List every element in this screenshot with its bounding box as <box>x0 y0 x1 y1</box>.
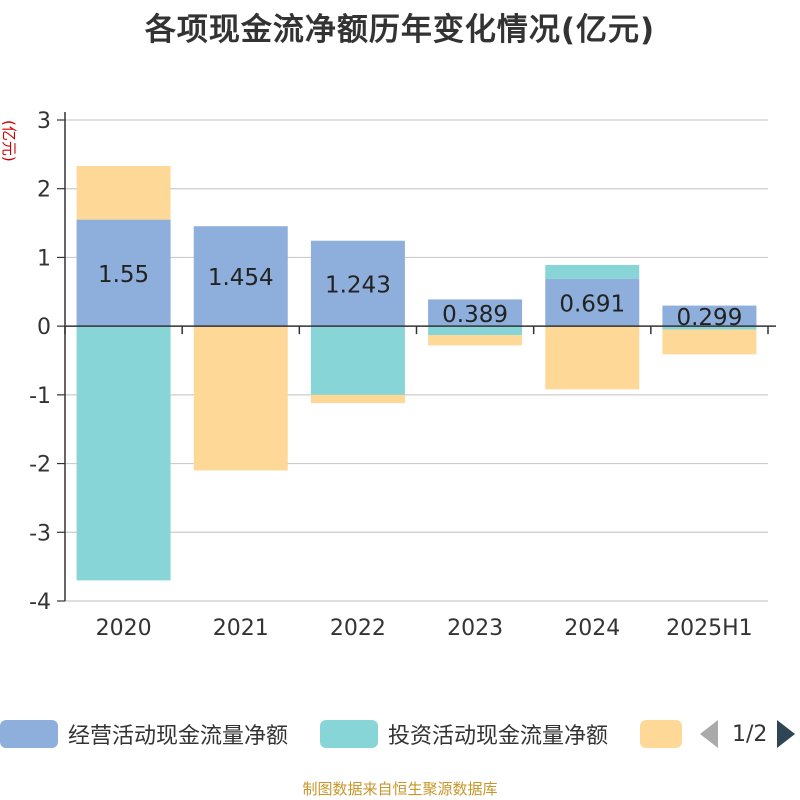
legend-swatch-operating <box>0 720 58 748</box>
y-tick-label: 1 <box>37 246 51 271</box>
legend-item-operating[interactable]: 经营活动现金流量净额 <box>0 714 288 754</box>
y-axis-title: (亿元) <box>0 120 18 162</box>
legend-label-investing: 投资活动现金流量净额 <box>388 724 609 749</box>
y-tick-label: -2 <box>29 453 51 478</box>
data-label-2024: 0.691 <box>559 291 625 317</box>
bar-segment-s0-2023[interactable] <box>428 299 523 327</box>
x-tick-label: 2024 <box>564 616 620 641</box>
y-tick-label: -1 <box>29 384 51 409</box>
pager-page-indicator: 1/2 <box>732 721 768 747</box>
bar-segment-s1-2025H1[interactable] <box>662 326 757 330</box>
data-label-2020: 1.55 <box>98 262 149 288</box>
chart-title: 各项现金流净额历年变化情况(亿元) <box>144 12 656 48</box>
legend-item-investing[interactable]: 投资活动现金流量净额 <box>320 714 608 754</box>
gridlines <box>65 119 768 602</box>
bar-segment-s2-2023[interactable] <box>428 335 523 346</box>
bar-segment-s0-2025H1[interactable] <box>662 305 757 327</box>
y-tick-label: 0 <box>37 315 51 340</box>
y-tick-label: -3 <box>29 521 51 546</box>
bar-segment-s0-2024[interactable] <box>545 278 640 327</box>
pager-next-arrow-icon[interactable] <box>777 720 796 748</box>
bars <box>76 166 757 581</box>
bar-segment-s2-2024[interactable] <box>545 326 640 390</box>
bar-segment-s0-2022[interactable] <box>310 240 405 327</box>
bar-segment-s0-2021[interactable] <box>193 226 288 327</box>
bar-segment-s1-2020[interactable] <box>76 326 171 581</box>
y-tick-label: -4 <box>29 590 51 615</box>
legend: 经营活动现金流量净额 投资活动现金流量净额 1/2 <box>0 714 800 754</box>
bar-segment-s1-2024[interactable] <box>545 264 640 279</box>
bar-segment-s2-2025H1[interactable] <box>662 329 757 355</box>
y-tick-label: 3 <box>37 109 51 134</box>
stacked-bar-chart: 3 2 1 0 -1 -2 -3 -4 2020 2021 2022 2023 2024 2025H1 1… <box>0 109 776 641</box>
legend-swatch-financing <box>640 720 682 748</box>
legend-item-financing[interactable] <box>640 714 692 754</box>
legend-pager: 1/2 <box>700 714 796 754</box>
data-label-2023: 0.389 <box>442 302 508 328</box>
axes: 3 2 1 0 -1 -2 -3 -4 2020 2021 2022 2023 2024 2025H1 <box>29 109 776 641</box>
bar-segment-s0-2020[interactable] <box>76 219 171 327</box>
data-label-2021: 1.454 <box>208 265 274 291</box>
data-labels: 1.55 1.454 1.243 0.389 0.691 0.299 <box>98 262 742 331</box>
x-tick-label: 2020 <box>96 616 152 641</box>
source-note: 制图数据来自恒生聚源数据库 <box>302 780 498 798</box>
data-label-2025H1: 0.299 <box>676 305 742 331</box>
bar-segment-s1-2022[interactable] <box>310 326 405 395</box>
x-tick-label: 2025H1 <box>666 616 753 641</box>
data-label-2022: 1.243 <box>325 272 391 298</box>
pager-prev-arrow-icon[interactable] <box>700 720 718 748</box>
bar-segment-s2-2020[interactable] <box>76 166 171 220</box>
legend-label-operating: 经营活动现金流量净额 <box>68 724 289 749</box>
y-tick-label: 2 <box>37 178 51 203</box>
x-tick-label: 2023 <box>447 616 503 641</box>
x-tick-label: 2022 <box>330 616 386 641</box>
bar-segment-s1-2023[interactable] <box>428 326 523 336</box>
bar-segment-s2-2022[interactable] <box>310 394 405 404</box>
legend-swatch-investing <box>320 720 378 748</box>
bar-segment-s2-2021[interactable] <box>193 326 288 471</box>
x-tick-label: 2021 <box>213 616 269 641</box>
